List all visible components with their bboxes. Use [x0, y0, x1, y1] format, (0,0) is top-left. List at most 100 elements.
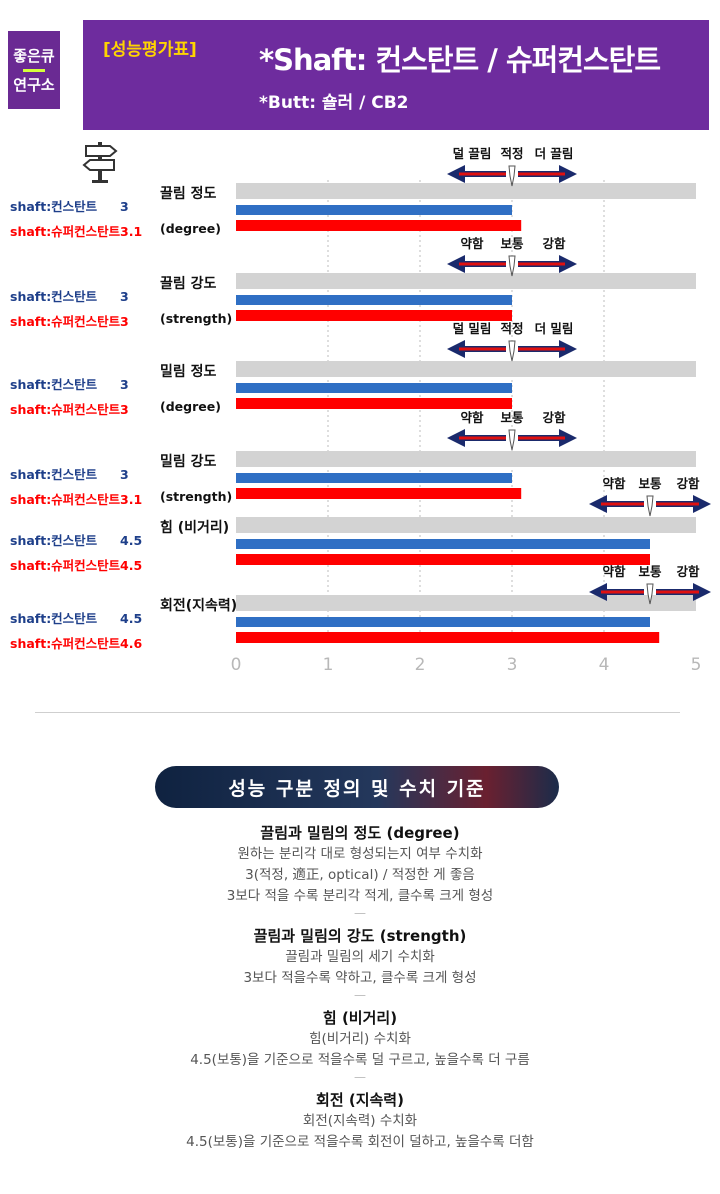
- category-label: 회전(지속력): [160, 597, 237, 614]
- x-tick-label: 2: [415, 655, 426, 675]
- value-label-super-constant: 3.1: [120, 224, 142, 239]
- scale-label-high: 더 끌림: [535, 146, 574, 161]
- bar-constant: [236, 539, 650, 549]
- bar-super-constant: [236, 488, 522, 499]
- definitions-list: 끌림과 밀림의 정도 (degree) 원하는 분리각 대로 형성되는지 여부 수…: [0, 822, 720, 1159]
- definition-title: 회전 (지속력): [316, 1091, 404, 1109]
- definition-line: 3보다 적을 수록 분리각 적게, 클수록 크게 형성: [226, 888, 494, 904]
- category-sublabel: (strength): [160, 489, 232, 504]
- divider: [35, 712, 680, 713]
- value-label-super-constant: 3: [120, 402, 129, 417]
- scale-label-mid: 적정: [500, 146, 523, 161]
- legend-name-super-constant: shaft:슈퍼컨스탄트: [10, 558, 121, 573]
- definition-title: 끌림과 밀림의 정도 (degree): [260, 824, 460, 842]
- pin-icon: [508, 429, 516, 451]
- bar-constant: [236, 295, 512, 305]
- scale-label-low: 약함: [602, 476, 626, 491]
- bar-constant: [236, 473, 512, 483]
- scale-label-low: 덜 끌림: [453, 146, 492, 161]
- category-label: 힘 (비거리): [160, 519, 229, 536]
- bar-constant: [236, 205, 512, 215]
- value-label-constant: 3: [120, 289, 129, 304]
- category-label: 끌림 정도: [160, 185, 217, 202]
- value-label-super-constant: 3: [120, 314, 129, 329]
- bar-constant: [236, 383, 512, 393]
- definition-section: 힘 (비거리) 힘(비거리) 수치화 4.5(보통)을 기준으로 적을수록 덜 구르…: [0, 1007, 720, 1083]
- definition-title: 끌림과 밀림의 강도 (strength): [253, 927, 467, 945]
- legend-name-constant: shaft:컨스탄트: [10, 611, 98, 626]
- category-sublabel: (degree): [160, 399, 221, 414]
- bar-super-constant: [236, 220, 522, 231]
- value-label-constant: 3: [120, 467, 129, 482]
- scale-label-low: 약함: [602, 564, 626, 579]
- value-label-super-constant: 4.5: [120, 558, 142, 573]
- header-title: *Shaft: 컨스탄트 / 슈퍼컨스탄트: [259, 43, 661, 77]
- category-label: 밀림 강도: [160, 453, 217, 470]
- legend-name-constant: shaft:컨스탄트: [10, 533, 98, 548]
- value-label-super-constant: 4.6: [120, 636, 142, 651]
- value-label-constant: 3: [120, 377, 129, 392]
- definition-separator: —: [354, 906, 366, 920]
- pin-icon: [508, 165, 516, 187]
- scale-label-low: 덜 밀림: [453, 321, 492, 336]
- legend-name-constant: shaft:컨스탄트: [10, 199, 98, 214]
- scale-label-low: 약함: [460, 410, 484, 425]
- scale-label-mid: 보통: [500, 236, 524, 251]
- scale-label-high: 강함: [542, 410, 566, 425]
- logo: 좋은큐 연구소: [8, 31, 60, 109]
- category-sublabel: (strength): [160, 311, 232, 326]
- scale-label-high: 더 밀림: [535, 321, 574, 336]
- signpost-icon: [82, 142, 118, 183]
- x-tick-label: 1: [323, 655, 334, 675]
- legend-name-super-constant: shaft:슈퍼컨스탄트: [10, 636, 121, 651]
- scale-label-high: 강함: [676, 564, 700, 579]
- logo-line1: 좋은큐: [13, 46, 55, 65]
- definition-line: 3(적정, 適正, optical) / 적정한 게 좋음: [245, 867, 475, 883]
- track-bar: [236, 361, 696, 377]
- definition-line: 회전(지속력) 수치화: [302, 1113, 418, 1129]
- track-bar: [236, 595, 696, 611]
- pin-icon: [508, 340, 516, 362]
- bar-super-constant: [236, 554, 650, 565]
- category-sublabel: (degree): [160, 221, 221, 236]
- definition-separator: —: [354, 988, 366, 1002]
- bar-constant: [236, 617, 650, 627]
- header-banner: [성능평가표] *Shaft: 컨스탄트 / 슈퍼컨스탄트 *Butt: 숄러 …: [83, 20, 709, 130]
- bar-super-constant: [236, 310, 512, 321]
- scale-label-high: 강함: [676, 476, 700, 491]
- legend-name-super-constant: shaft:슈퍼컨스탄트: [10, 224, 121, 239]
- scale-label-low: 약함: [460, 236, 484, 251]
- scale-label-mid: 보통: [500, 410, 524, 425]
- track-bar: [236, 183, 696, 199]
- x-tick-label: 0: [231, 655, 242, 675]
- legend-name-super-constant: shaft:슈퍼컨스탄트: [10, 314, 121, 329]
- scale-label-high: 강함: [542, 236, 566, 251]
- category-label: 밀림 정도: [160, 363, 217, 380]
- legend-name-super-constant: shaft:슈퍼컨스탄트: [10, 402, 121, 417]
- x-tick-label: 5: [691, 655, 702, 675]
- definition-line: 3보다 적을수록 약하고, 클수록 크게 형성: [243, 970, 477, 986]
- x-tick-label: 3: [507, 655, 518, 675]
- definition-line: 원하는 분리각 대로 형성되는지 여부 수치화: [237, 846, 483, 862]
- legend-name-constant: shaft:컨스탄트: [10, 377, 98, 392]
- pin-icon: [646, 495, 654, 517]
- logo-separator: [23, 68, 45, 72]
- definition-line: 4.5(보통)을 기준으로 적을수록 덜 구르고, 높을수록 더 구름: [190, 1052, 530, 1068]
- pin-icon: [508, 255, 516, 277]
- legend-name-constant: shaft:컨스탄트: [10, 289, 98, 304]
- definition-section: 끌림과 밀림의 강도 (strength) 끌림과 밀림의 세기 수치화 3보다 적…: [0, 925, 720, 1001]
- logo-line2: 연구소: [13, 75, 55, 94]
- scale-label-mid: 보통: [638, 476, 662, 491]
- header-subtitle: *Butt: 숄러 / CB2: [259, 93, 409, 113]
- definition-line: 힘(비거리) 수치화: [309, 1031, 411, 1047]
- legend-name-super-constant: shaft:슈퍼컨스탄트: [10, 492, 121, 507]
- track-bar: [236, 273, 696, 289]
- track-bar: [236, 451, 696, 467]
- definitions-banner: 성능 구분 정의 및 수치 기준: [155, 766, 559, 808]
- bar-super-constant: [236, 632, 660, 643]
- pin-icon: [646, 583, 654, 605]
- definition-title: 힘 (비거리): [322, 1009, 398, 1027]
- scale-label-mid: 적정: [500, 321, 523, 336]
- definition-line: 4.5(보통)을 기준으로 적을수록 회전이 덜하고, 높을수록 더함: [186, 1134, 534, 1150]
- value-label-constant: 4.5: [120, 611, 142, 626]
